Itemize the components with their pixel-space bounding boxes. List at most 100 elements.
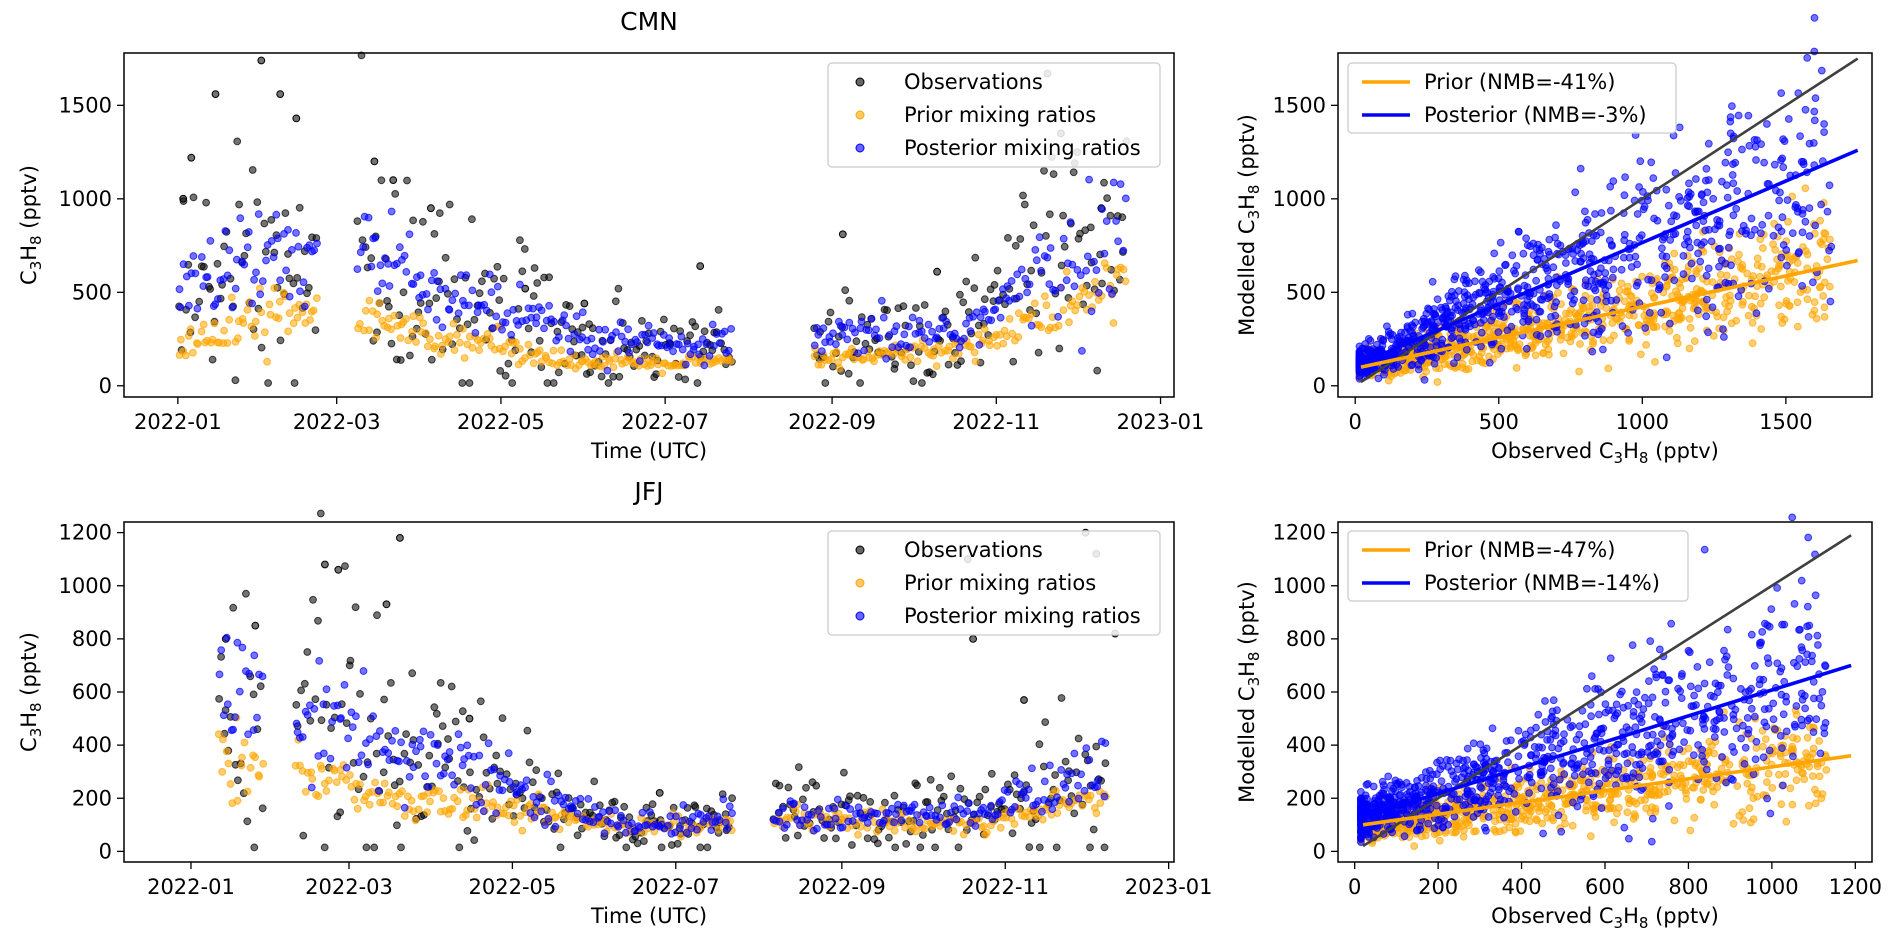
observations-point [493, 262, 502, 271]
posterior-point [562, 321, 570, 330]
posterior-point [669, 347, 677, 356]
prior-point [453, 330, 461, 339]
posterior-point [1811, 94, 1820, 102]
posterior-point [665, 334, 673, 343]
observations-point [458, 379, 467, 387]
posterior-point [371, 233, 380, 242]
panel-title: CMN [620, 7, 678, 36]
prior-point [1738, 300, 1747, 309]
prior-point [1763, 778, 1771, 786]
posterior-point [1751, 225, 1759, 234]
observations-point [859, 793, 868, 802]
posterior-point [831, 814, 840, 823]
posterior-point [644, 321, 653, 330]
prior-point [189, 348, 197, 357]
legend-label: Observations [904, 538, 1043, 562]
prior-point [353, 804, 362, 813]
posterior-point [1588, 347, 1597, 356]
prior-point [1637, 796, 1645, 805]
prior-point [289, 319, 298, 328]
posterior-point [1043, 253, 1052, 262]
prior-point [379, 798, 388, 807]
x-axis-label: Time (UTC) [590, 904, 707, 928]
observations-point [826, 308, 835, 317]
legend-label: Observations [904, 70, 1043, 94]
observations-point [292, 114, 301, 123]
posterior-point [545, 301, 553, 310]
posterior-point [587, 334, 596, 343]
prior-point [284, 327, 293, 336]
posterior-point [1618, 322, 1627, 331]
prior-point [423, 342, 432, 351]
posterior-point [1094, 288, 1103, 297]
posterior-point [1679, 270, 1688, 279]
posterior-point [1566, 723, 1575, 732]
posterior-point [296, 287, 304, 296]
posterior-point [1670, 276, 1679, 285]
posterior-point [694, 340, 702, 349]
observations-point [299, 831, 308, 840]
posterior-point [1550, 302, 1559, 311]
posterior-point [646, 808, 654, 816]
prior-point [791, 807, 800, 816]
posterior-point [1602, 291, 1611, 300]
posterior-point [1112, 217, 1120, 225]
prior-point [1670, 265, 1679, 274]
prior-point [1038, 815, 1047, 824]
posterior-point [1068, 260, 1077, 269]
posterior-point [1760, 158, 1768, 167]
posterior-point [1455, 334, 1464, 343]
x-tick-label: 2023-01 [1125, 875, 1213, 899]
observations-point [179, 194, 188, 203]
observations-point [395, 777, 404, 786]
posterior-point [315, 657, 324, 665]
prior-point [220, 326, 229, 335]
prior-point [365, 296, 374, 305]
posterior-point [391, 727, 400, 735]
observations-point [257, 56, 266, 65]
posterior-point [376, 261, 385, 270]
posterior-point [1805, 232, 1814, 240]
posterior-point [313, 239, 321, 248]
observations-point [455, 843, 464, 852]
prior-point [435, 787, 444, 796]
posterior-point [864, 326, 873, 335]
posterior-point [1715, 262, 1723, 271]
observations-point [840, 768, 848, 777]
observations-point [295, 203, 304, 212]
posterior-point [1579, 296, 1588, 305]
posterior-point [846, 805, 855, 813]
posterior-point [1003, 788, 1012, 796]
posterior-point [258, 672, 267, 681]
prior-point [1109, 319, 1118, 327]
prior-point [1068, 297, 1077, 306]
observations-point [309, 595, 317, 604]
posterior-point [1449, 333, 1457, 341]
posterior-point [448, 296, 457, 305]
posterior-point [1782, 246, 1791, 254]
observations-point [533, 279, 542, 287]
posterior-point [409, 763, 418, 772]
posterior-point [367, 262, 376, 271]
x-tick-label: 500 [1479, 410, 1519, 434]
observations-point [397, 843, 405, 852]
prior-point [1410, 842, 1418, 850]
observations-point [611, 297, 620, 306]
posterior-point [607, 819, 615, 828]
posterior-point [1624, 329, 1632, 337]
prior-point [1599, 336, 1608, 345]
observations-point [1040, 166, 1048, 175]
observations-point [1029, 221, 1038, 230]
posterior-point [479, 807, 488, 816]
prior-point [1547, 801, 1556, 810]
observations-point [1027, 266, 1036, 275]
prior-point [1686, 323, 1695, 332]
posterior-point [892, 322, 901, 331]
observations-point [303, 648, 312, 656]
observations-point [441, 253, 450, 262]
observations-point [508, 379, 517, 387]
posterior-point [679, 801, 688, 809]
legend-label: Prior mixing ratios [904, 103, 1096, 127]
posterior-point [800, 803, 809, 811]
